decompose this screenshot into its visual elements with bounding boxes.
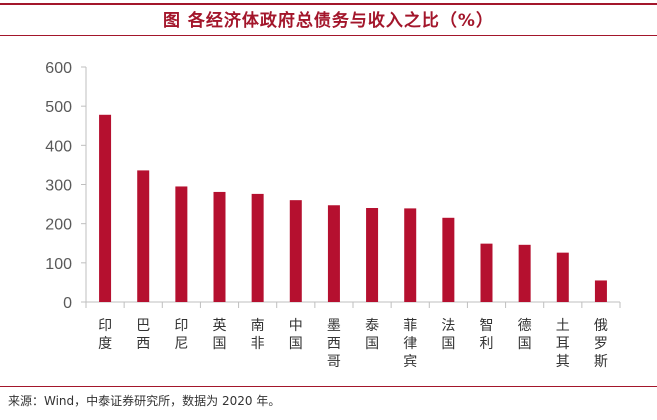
bar-3 [175, 186, 188, 302]
source-note: 来源：Wind，中泰证券研究所，数据为 2020 年。 [8, 394, 281, 408]
bar-2 [137, 170, 150, 302]
x-tick-label: 英国 [213, 317, 227, 352]
x-tick-label: 德国 [518, 318, 532, 352]
x-tick-label: 法国 [441, 318, 455, 352]
bottom-rule [0, 386, 657, 387]
y-tick-label: 600 [45, 60, 72, 77]
title-rule [0, 35, 657, 36]
bar-12 [518, 244, 531, 302]
bar-4 [213, 191, 226, 302]
y-tick-label: 200 [45, 217, 72, 234]
x-tick-label: 俄罗斯 [594, 318, 608, 370]
x-tick-label: 智利 [480, 318, 494, 352]
x-tick-label: 南非 [251, 318, 265, 352]
bar-8 [366, 208, 379, 302]
bar-14 [594, 280, 607, 302]
x-tick-label: 中国 [289, 318, 303, 352]
bar-7 [327, 205, 340, 302]
x-tick-label: 印尼 [174, 318, 188, 352]
top-rule [0, 3, 657, 5]
bar-5 [251, 193, 264, 302]
x-tick-label: 印度 [98, 318, 112, 352]
bar-10 [442, 217, 455, 302]
x-tick-label: 墨西哥 [327, 318, 341, 370]
y-tick-label: 300 [45, 178, 72, 195]
y-tick-label: 0 [63, 295, 72, 312]
x-tick-label: 菲律宾 [403, 318, 417, 370]
x-tick-label: 泰国 [365, 318, 379, 352]
bar-13 [556, 252, 569, 302]
y-tick-label: 100 [45, 256, 72, 273]
x-tick-label: 土耳其 [556, 318, 570, 370]
bar-11 [480, 243, 493, 302]
x-tick-label: 巴西 [136, 318, 150, 352]
chart-title: 图 各经济体政府总债务与收入之比（%） [163, 11, 494, 31]
y-tick-label: 500 [45, 99, 72, 116]
bar-6 [289, 200, 302, 302]
y-tick-label: 400 [45, 138, 72, 155]
bar-1 [99, 114, 112, 303]
bar-9 [404, 208, 417, 302]
